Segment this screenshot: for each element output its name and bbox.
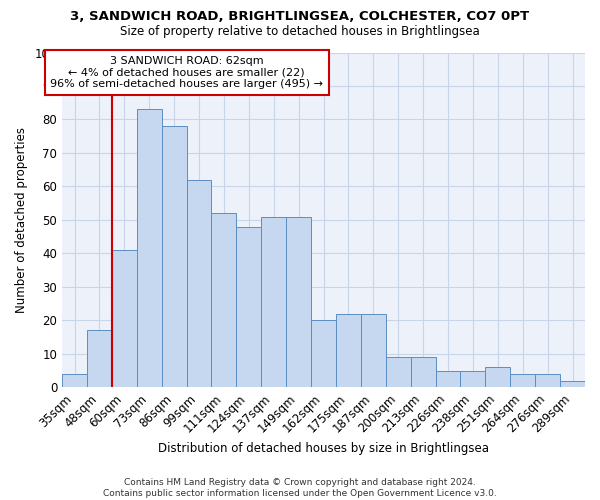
Bar [161,126,187,388]
X-axis label: Distribution of detached houses by size in Brightlingsea: Distribution of detached houses by size … [158,442,489,455]
Bar [87,330,112,388]
Bar [112,250,137,388]
Bar [361,314,386,388]
Bar [236,226,261,388]
Bar [286,216,311,388]
Bar [436,370,460,388]
Text: Contains HM Land Registry data © Crown copyright and database right 2024.
Contai: Contains HM Land Registry data © Crown c… [103,478,497,498]
Bar [410,357,436,388]
Bar [261,216,286,388]
Bar [137,110,161,388]
Text: 3, SANDWICH ROAD, BRIGHTLINGSEA, COLCHESTER, CO7 0PT: 3, SANDWICH ROAD, BRIGHTLINGSEA, COLCHES… [70,10,530,23]
Bar [336,314,361,388]
Bar [386,357,410,388]
Bar [187,180,211,388]
Bar [62,374,87,388]
Bar [311,320,336,388]
Bar [211,213,236,388]
Text: 3 SANDWICH ROAD: 62sqm
← 4% of detached houses are smaller (22)
96% of semi-deta: 3 SANDWICH ROAD: 62sqm ← 4% of detached … [50,56,323,89]
Y-axis label: Number of detached properties: Number of detached properties [15,127,28,313]
Bar [460,370,485,388]
Text: Size of property relative to detached houses in Brightlingsea: Size of property relative to detached ho… [120,25,480,38]
Bar [485,367,510,388]
Bar [535,374,560,388]
Bar [510,374,535,388]
Bar [560,380,585,388]
